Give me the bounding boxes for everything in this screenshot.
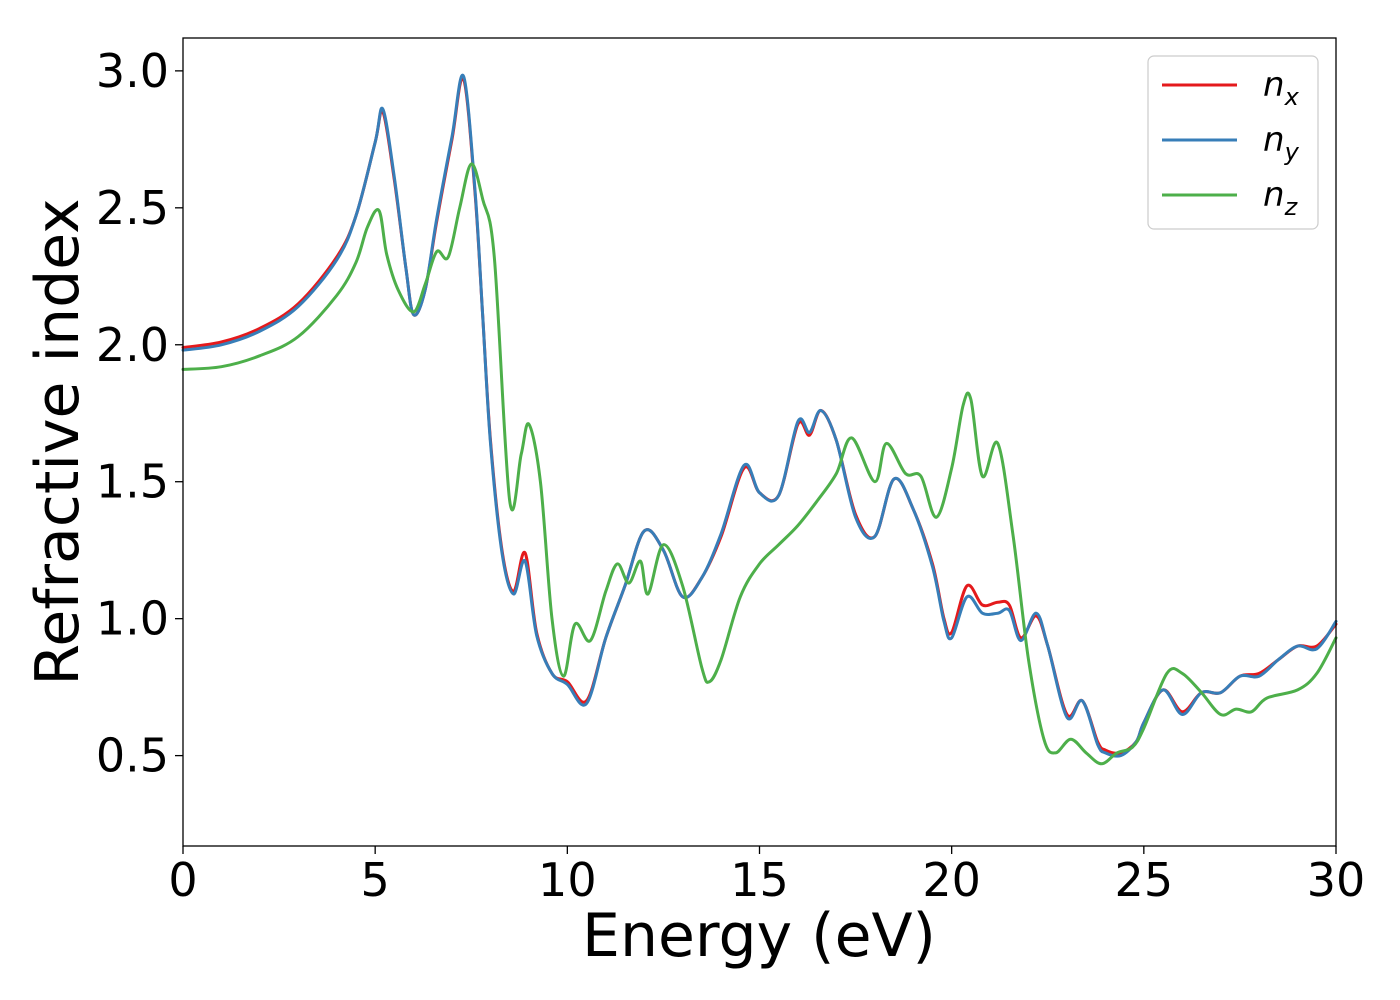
y-axis: 0.5 1.0 1.5 2.0 2.5 3.0 [96,44,183,783]
legend-label-y: ny [1263,120,1300,166]
x-tick-label: 10 [538,853,597,907]
x-tick-label: 20 [922,853,981,907]
x-tick-label: 25 [1115,853,1174,907]
x-axis: 0 5 10 15 20 25 30 [168,846,1365,907]
y-tick-label: 3.0 [96,44,169,98]
x-tick-label: 5 [361,853,390,907]
series-layer [181,73,1338,766]
legend: nx ny nz [1147,55,1319,230]
legend-label-z: nz [1263,175,1299,221]
plot-area [183,38,1336,846]
y-tick-label: 2.5 [96,181,169,235]
x-axis-title: Energy (eV) [582,901,936,971]
x-tick-label: 15 [730,853,789,907]
legend-box [1147,55,1319,230]
legend-label-x: nx [1263,65,1300,111]
y-tick-label: 0.5 [96,729,169,783]
x-tick-label: 0 [168,853,197,907]
y-axis-title: Refractive index [23,198,93,685]
y-tick-label: 1.5 [96,455,169,509]
y-tick-label: 2.0 [96,318,169,372]
x-tick-label: 30 [1307,853,1366,907]
series-line-y [181,73,1338,758]
series-line-z [181,162,1338,766]
y-tick-label: 1.0 [96,592,169,646]
